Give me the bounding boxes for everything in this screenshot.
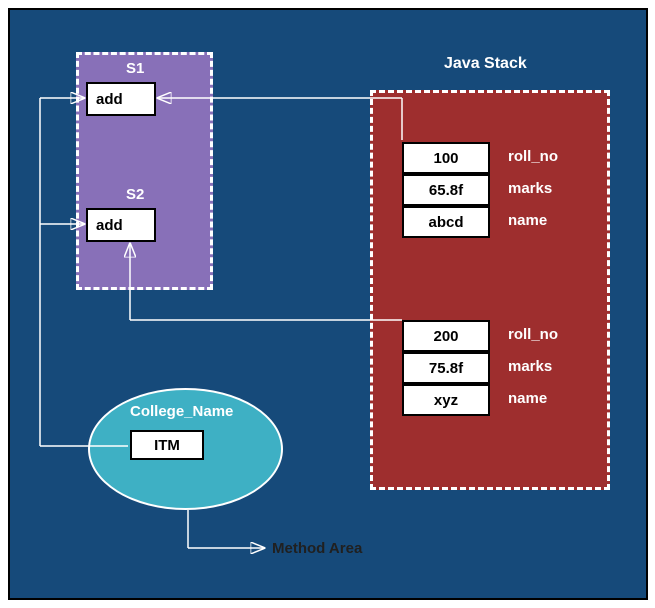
s1-label: S1 [126, 60, 144, 77]
obj1-rollno-box: 100 [402, 142, 490, 174]
obj1-marks-label: marks [508, 180, 552, 197]
obj2-rollno-label: roll_no [508, 326, 558, 343]
obj2-marks-label: marks [508, 358, 552, 375]
s2-value-box: add [86, 208, 156, 242]
obj1-rollno-label: roll_no [508, 148, 558, 165]
obj2-name-box: xyz [402, 384, 490, 416]
diagram-canvas: S1 add S2 add Java Stack 100 roll_no 65.… [8, 8, 648, 600]
method-area-label: Method Area [272, 540, 362, 557]
obj1-name-box: abcd [402, 206, 490, 238]
college-label: College_Name [130, 403, 233, 420]
s1-value-box: add [86, 82, 156, 116]
obj2-rollno-box: 200 [402, 320, 490, 352]
obj1-marks-box: 65.8f [402, 174, 490, 206]
s2-label: S2 [126, 186, 144, 203]
obj1-name-label: name [508, 212, 547, 229]
obj2-marks-box: 75.8f [402, 352, 490, 384]
college-box: ITM [130, 430, 204, 460]
obj2-name-label: name [508, 390, 547, 407]
java-stack-label: Java Stack [444, 55, 527, 73]
